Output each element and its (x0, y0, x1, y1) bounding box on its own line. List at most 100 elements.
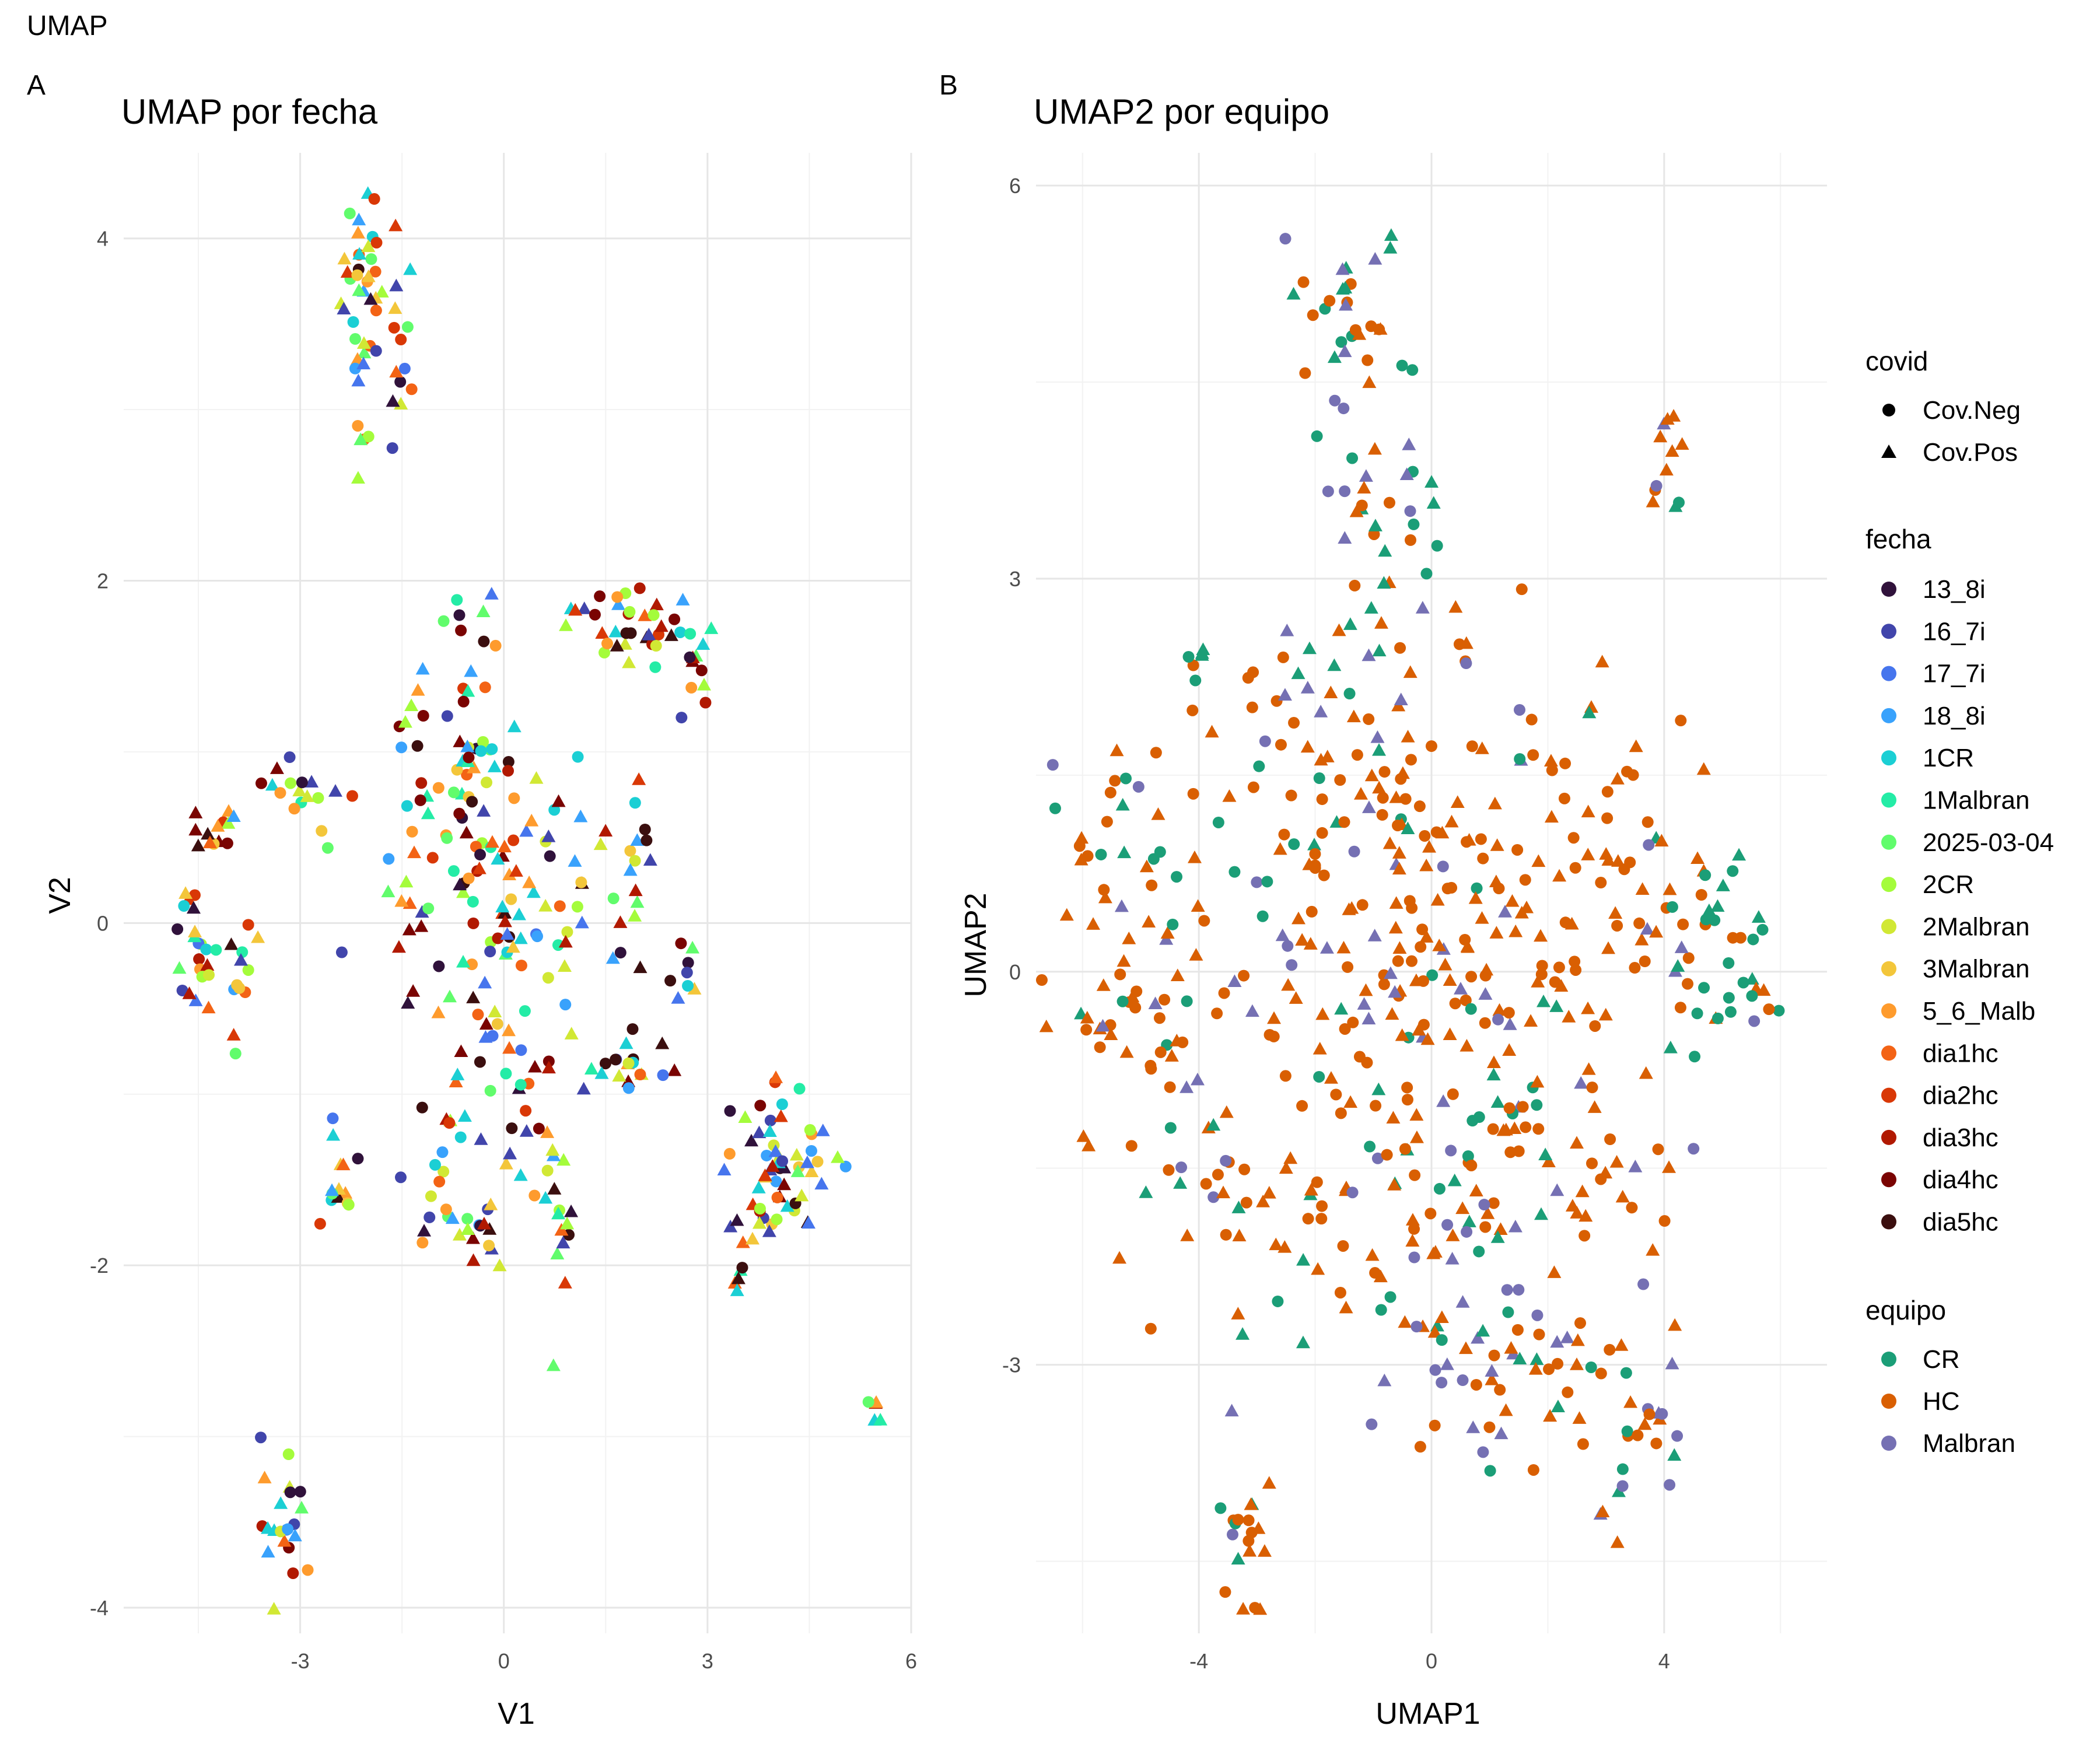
panel-b-point (1582, 705, 1597, 719)
panel-b-point (1383, 496, 1395, 509)
panel-a-point (282, 1448, 295, 1461)
panel-a-point (357, 345, 372, 359)
panel-b-point (1129, 1002, 1142, 1014)
panel-b-point (1462, 1214, 1476, 1227)
panel-b-point (1076, 1129, 1091, 1142)
panel-b-point (1315, 1007, 1330, 1020)
panel-a-point (361, 239, 376, 253)
panel-b-point (1604, 1343, 1616, 1356)
panel-a-point (405, 383, 418, 396)
legend-fecha-label: dia3hc (1923, 1124, 1999, 1152)
panel-b-point (1236, 1602, 1251, 1615)
panel-b-point (1311, 430, 1323, 442)
panel-b-point (1307, 838, 1322, 850)
panel-b-point (1615, 1189, 1630, 1203)
panel-a-point (730, 1213, 744, 1226)
legend-fecha-swatch (1881, 750, 1896, 766)
panel-b-point (1335, 336, 1348, 348)
panel-a-point (466, 991, 481, 1003)
panel-a-point (351, 226, 365, 239)
panel-a-point (551, 794, 566, 807)
panel-a-point (292, 783, 307, 797)
panel-a-point (873, 1413, 888, 1426)
panel-a-point (466, 796, 478, 808)
panel-b-point (1425, 740, 1437, 752)
panel-b-xtick-label: -4 (1189, 1649, 1208, 1673)
panel-a-point (352, 247, 367, 260)
panel-b-point (1244, 1497, 1258, 1510)
panel-b-point (1581, 804, 1595, 818)
panel-b-point (1524, 1014, 1538, 1027)
legend-fecha-label: dia2hc (1923, 1082, 1999, 1110)
panel-b-point (1409, 1130, 1424, 1143)
panel-b-point (1394, 692, 1408, 705)
panel-b-point (1181, 995, 1193, 1007)
panel-b-point (1514, 753, 1526, 765)
panel-a-point (314, 1217, 326, 1230)
panel-b-point (1163, 1164, 1175, 1176)
panel-b-point (1633, 917, 1646, 929)
panel-a-point (611, 597, 625, 610)
panel-b-point (1309, 848, 1321, 860)
panel-b-point (1502, 1043, 1517, 1056)
panel-b-point (1220, 1154, 1232, 1167)
panel-a-point (449, 1074, 463, 1087)
panel-a-point (474, 1132, 488, 1145)
panel-b-point (1338, 402, 1350, 415)
panel-a-point (479, 1017, 494, 1030)
panel-a-point (484, 587, 499, 600)
panel-a-point (648, 609, 660, 621)
panel-a-point (282, 1523, 294, 1535)
panel-a-point (542, 972, 554, 984)
panel-b-point (1471, 1331, 1485, 1344)
panel-a-point (478, 1030, 493, 1043)
panel-a-point (599, 1058, 611, 1070)
panel-a-point (200, 958, 215, 971)
panel-b-point (1635, 882, 1650, 895)
panel-b: UMAP2 por equipo -4 0 4 -3 0 3 6 UMAP1 UMAP2 (959, 92, 1827, 1731)
panel-a-point (649, 661, 662, 673)
panel-a-point (478, 635, 490, 648)
panel-b-point (1311, 1262, 1325, 1275)
panel-a-point (182, 986, 197, 999)
panel-a-point (805, 1144, 817, 1157)
panel-b-point (1674, 1002, 1686, 1014)
panel-b-point (1112, 1251, 1127, 1264)
panel-a-point (288, 1528, 302, 1542)
legend-equipo-swatch (1881, 1394, 1896, 1409)
legend-fecha-label: 17_7i (1923, 660, 1986, 688)
panel-a-point (610, 1054, 622, 1066)
panel-b-point (1130, 985, 1143, 998)
panel-b-point (1503, 1102, 1516, 1114)
panel-b-point (1212, 1168, 1224, 1181)
panel-a-point (695, 664, 708, 677)
panel-a-point (328, 784, 343, 797)
panel-a-point (502, 1041, 517, 1054)
panel-a-point (777, 1177, 792, 1191)
panel-a-point (398, 715, 412, 728)
panel-a-point (351, 373, 366, 387)
panel-a-point (414, 919, 429, 932)
panel-a-point (172, 923, 184, 935)
panel-a-point (389, 365, 404, 378)
panel-a-point (862, 1396, 874, 1408)
panel-b-point (1273, 842, 1287, 855)
panel-b-point (1430, 826, 1443, 838)
panel-a-point (369, 265, 382, 278)
panel-b-point (1627, 769, 1639, 781)
panel-b-point (1281, 978, 1296, 991)
panel-b-point (1182, 650, 1195, 663)
panel-a-point (460, 739, 475, 752)
panel-b-point (1261, 876, 1273, 888)
panel-b-point (1372, 780, 1387, 794)
panel-b-point (1525, 713, 1538, 726)
panel-b-point (1415, 601, 1430, 614)
panel-b-point (1488, 1197, 1500, 1209)
panel-a-point (697, 678, 712, 691)
panel-a-point (664, 628, 678, 641)
panel-a-point (499, 1157, 513, 1170)
panel-a-point (682, 957, 694, 969)
panel-b-point (1611, 919, 1623, 932)
panel-b-point (1395, 1028, 1409, 1041)
